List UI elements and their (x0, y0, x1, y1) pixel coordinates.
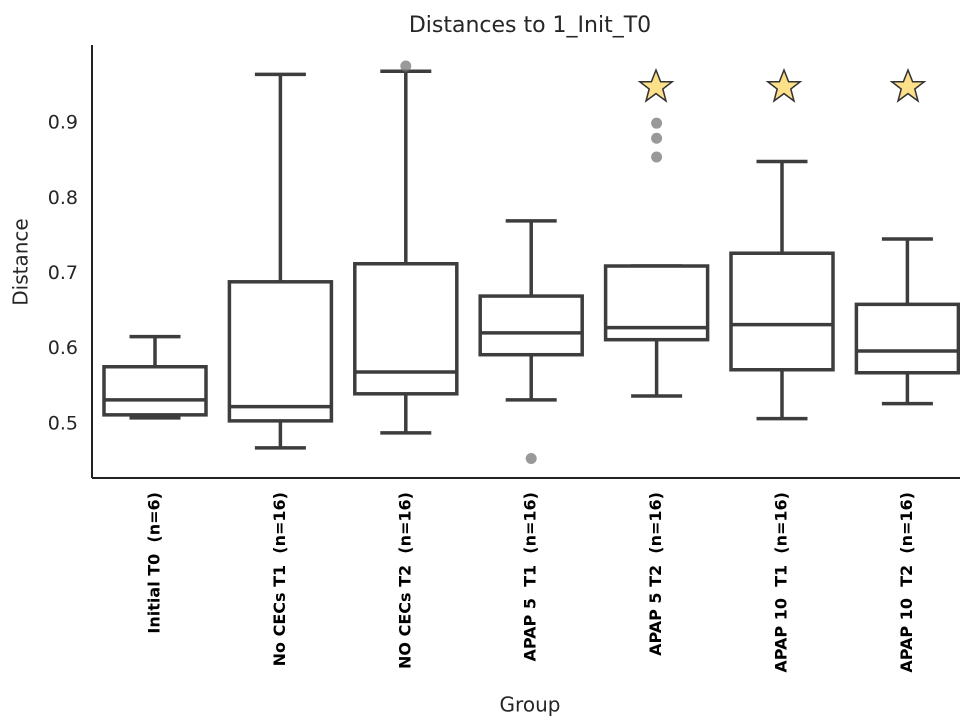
x-tick-label: APAP 5 T1 (n=16) (521, 492, 540, 661)
x-tick-label: No CECs T1 (n=16) (270, 492, 289, 666)
x-tick-label: APAP 10 T2 (n=16) (897, 492, 916, 673)
star (765, 67, 803, 103)
y-tick-label: 0.6 (48, 337, 78, 359)
y-tick-label: 0.5 (48, 412, 78, 434)
star (889, 67, 927, 103)
box (729, 251, 835, 372)
y-tick-label: 0.8 (48, 187, 78, 209)
significance-stars (637, 67, 927, 103)
y-tick-label: 0.7 (48, 262, 78, 284)
box (353, 262, 459, 396)
x-tick-label: NO CECs T2 (n=16) (395, 492, 414, 669)
box (854, 302, 960, 375)
y-axis-label: Distance (9, 218, 33, 305)
outlier (525, 452, 537, 464)
x-tick-label: Initial T0 (n=6) (145, 492, 164, 634)
x-tick-label: APAP 10 T1 (n=16) (772, 492, 791, 673)
outlier (400, 60, 412, 72)
outlier (651, 151, 663, 163)
chart-title: Distances to 1_Init_T0 (409, 13, 651, 38)
box (227, 280, 334, 423)
x-axis-label: Group (500, 693, 561, 717)
box (102, 364, 208, 417)
star (637, 67, 675, 103)
outlier (651, 117, 663, 129)
outlier (651, 132, 663, 144)
y-tick-label: 0.9 (48, 112, 78, 134)
x-tick-label: APAP 5 T2 (n=16) (646, 492, 665, 656)
box (478, 294, 584, 357)
